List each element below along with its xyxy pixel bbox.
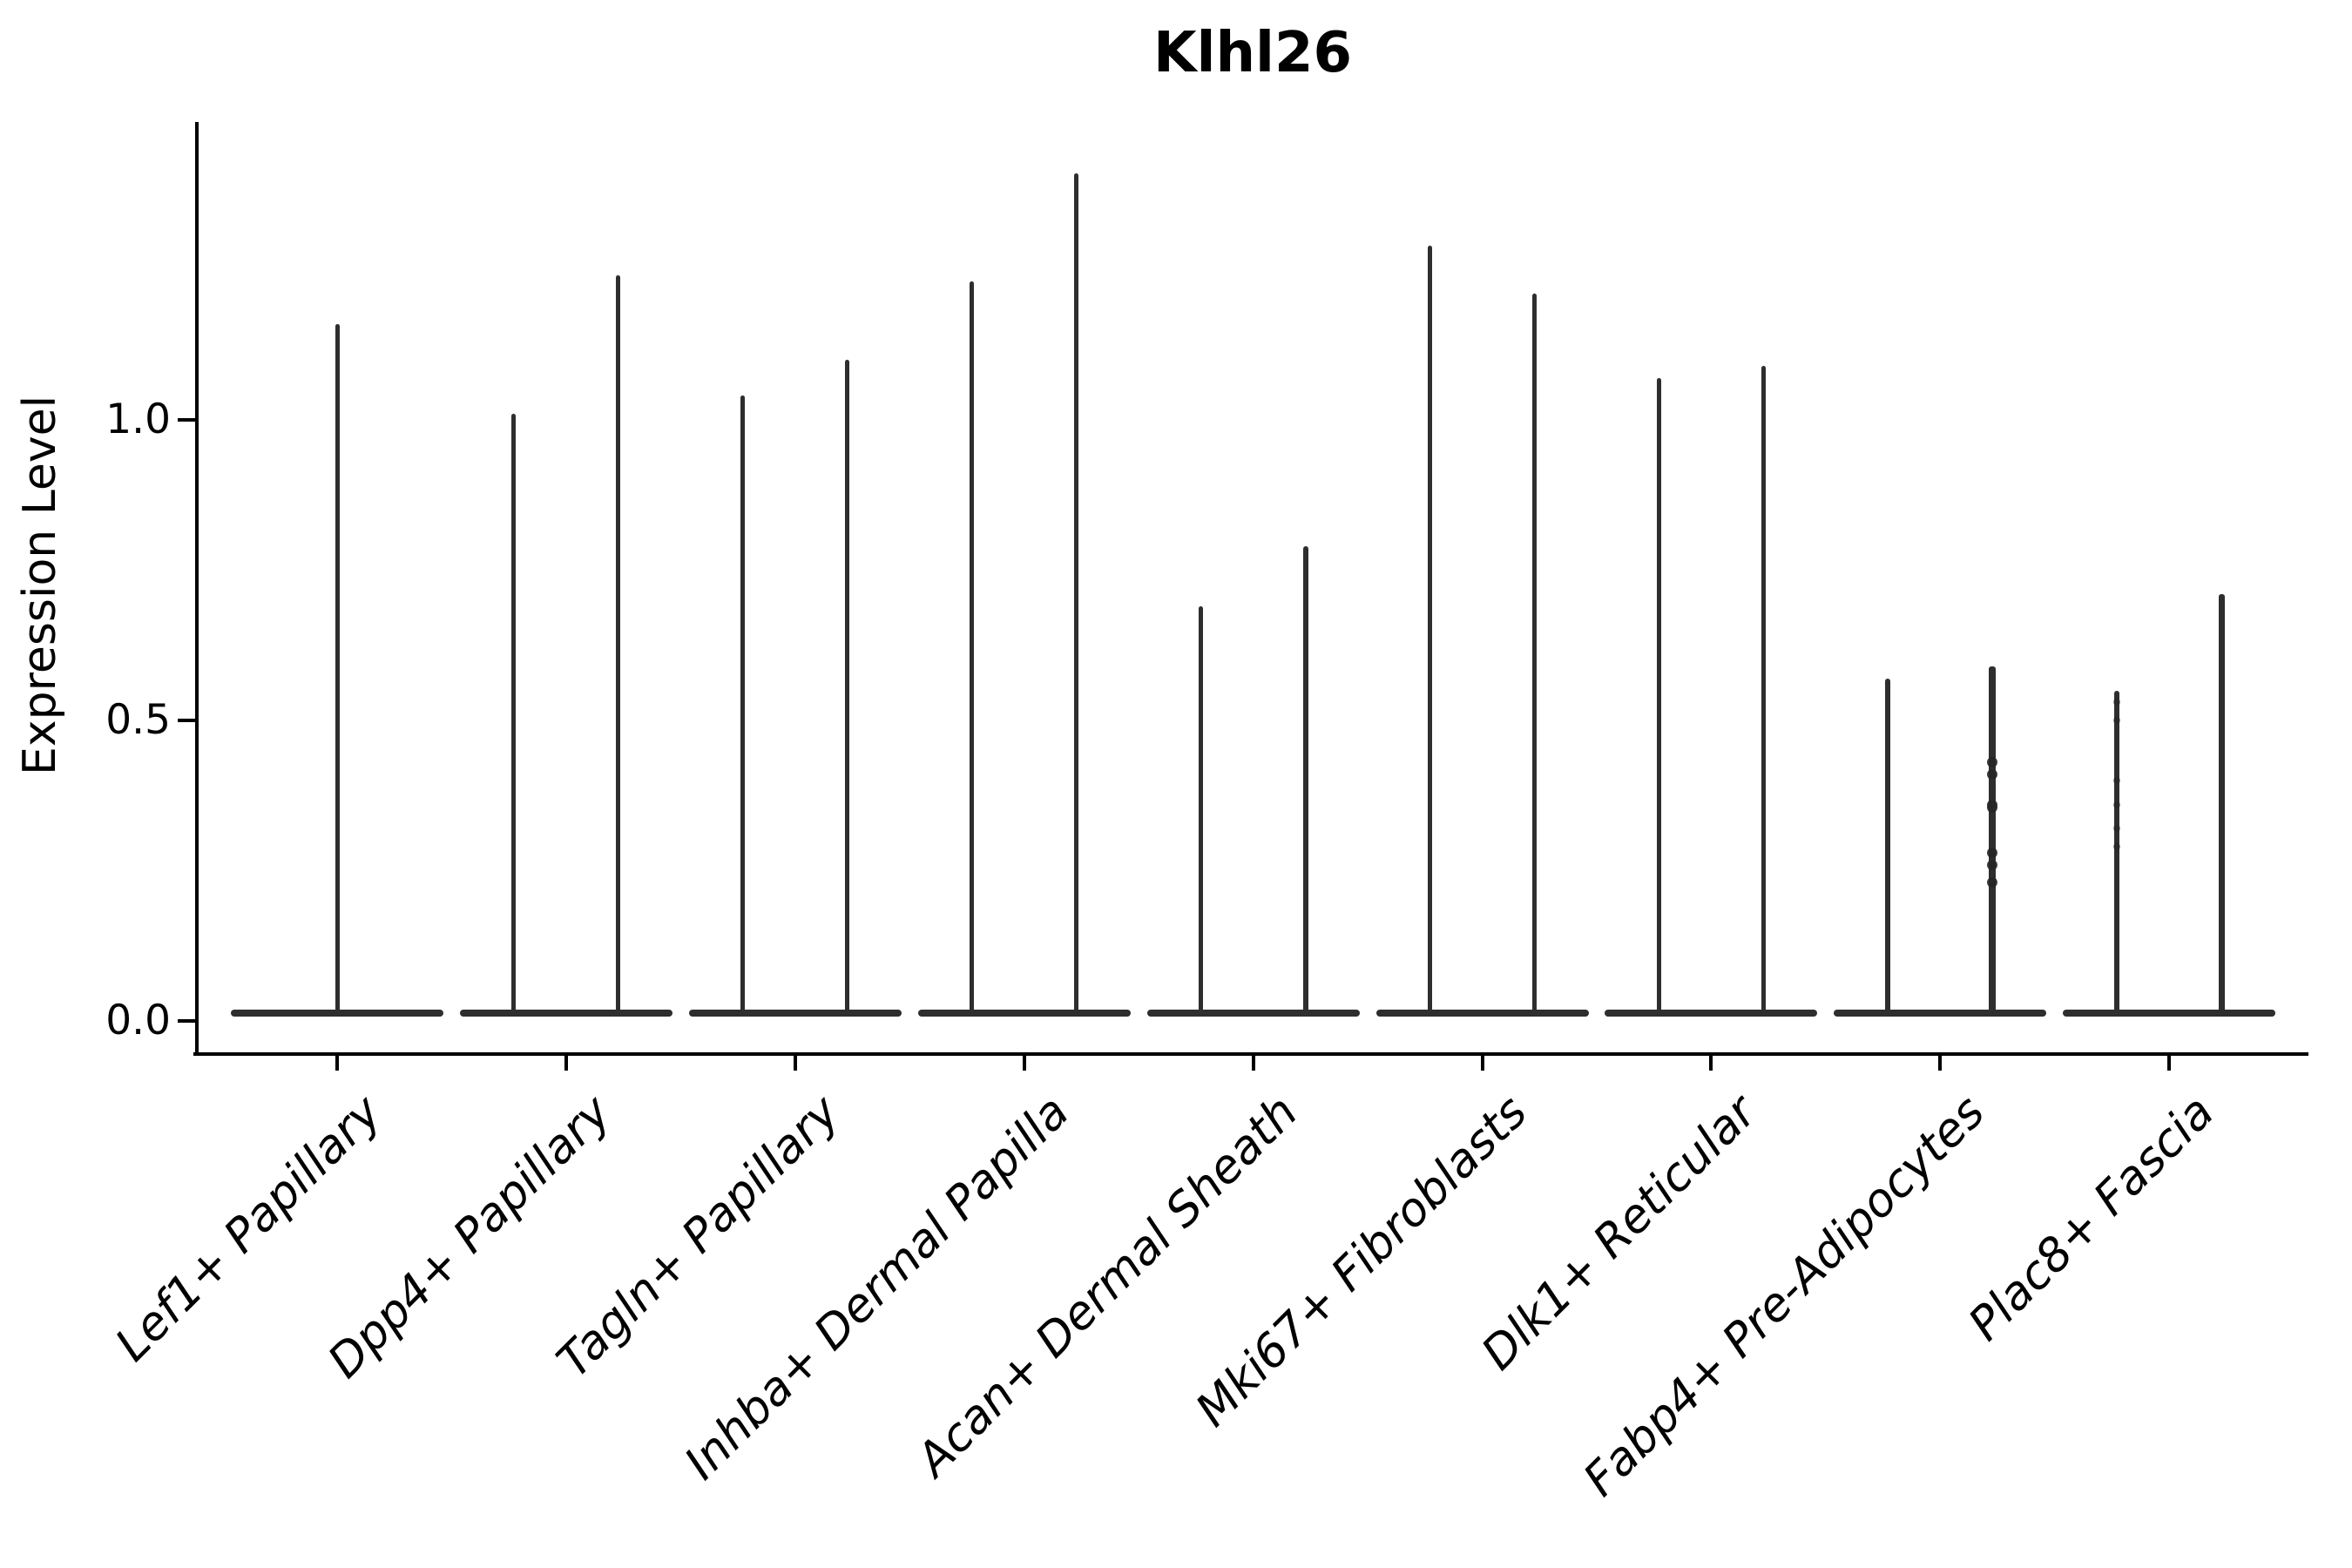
- x-tick-label: Plac8+ Fascia: [1958, 1085, 2225, 1351]
- y-tick: [178, 1019, 195, 1023]
- violin-spike: [1532, 294, 1537, 1017]
- violin-body: [1834, 1010, 2047, 1017]
- x-tick-label: Inhba+ Dermal Papilla: [674, 1085, 1079, 1490]
- violin-spike: [1074, 173, 1079, 1017]
- violin-spike: [740, 395, 746, 1017]
- cell-point: [2113, 801, 2121, 808]
- violin-spike: [1656, 377, 1661, 1017]
- violin-body: [2063, 1010, 2276, 1017]
- violin-body: [917, 1010, 1131, 1017]
- violin-spike: [845, 360, 850, 1017]
- y-tick: [178, 719, 195, 722]
- cell-point: [1987, 877, 1998, 889]
- cell-point: [2113, 699, 2121, 706]
- x-tick: [2167, 1056, 2172, 1071]
- cell-point: [1987, 769, 1998, 781]
- x-tick: [335, 1056, 339, 1071]
- y-tick: [178, 418, 195, 422]
- chart-title: Klhl26: [1152, 21, 1353, 85]
- violin-spike: [970, 281, 975, 1017]
- violin-spike: [511, 414, 517, 1017]
- x-tick-label: Acan+ Dermal Sheath: [907, 1085, 1308, 1487]
- violin-body: [1146, 1010, 1360, 1017]
- violin-body: [459, 1010, 672, 1017]
- x-tick-label: Fabp4+ Pre-Adipocytes: [1573, 1085, 1996, 1507]
- violin-spike: [2114, 690, 2120, 1017]
- cell-point: [1987, 802, 1998, 814]
- violin-body: [688, 1010, 902, 1017]
- violin-spike: [1302, 545, 1308, 1017]
- violin-spike: [2218, 594, 2225, 1017]
- cell-point: [1987, 859, 1998, 870]
- x-tick: [1022, 1056, 1026, 1071]
- y-axis-spine: [195, 122, 199, 1056]
- cell-point: [2113, 777, 2121, 784]
- x-axis-spine: [193, 1052, 2308, 1056]
- x-tick: [1938, 1056, 1943, 1071]
- violin-body: [1375, 1010, 1589, 1017]
- x-tick: [1480, 1056, 1484, 1071]
- violin-spike: [616, 275, 621, 1017]
- cell-point: [2113, 825, 2121, 833]
- cell-point: [2113, 717, 2121, 724]
- violin-spike: [1885, 678, 1891, 1017]
- x-tick: [1709, 1056, 1713, 1071]
- cell-point: [1987, 847, 1998, 858]
- violin-spike: [1428, 245, 1432, 1017]
- x-tick: [793, 1056, 797, 1071]
- violin-spike: [1989, 666, 1997, 1017]
- y-tick-label: 0.5: [105, 696, 171, 744]
- violin-spike: [1199, 605, 1204, 1017]
- x-tick: [1251, 1056, 1255, 1071]
- x-tick: [564, 1056, 568, 1071]
- y-tick-label: 1.0: [105, 395, 171, 443]
- y-tick-label: 0.0: [105, 997, 171, 1044]
- violin-spike: [1761, 365, 1766, 1017]
- violin-spike: [335, 323, 340, 1017]
- cell-point: [1987, 757, 1998, 768]
- violin-body: [1605, 1010, 1818, 1017]
- cell-point: [2113, 842, 2121, 850]
